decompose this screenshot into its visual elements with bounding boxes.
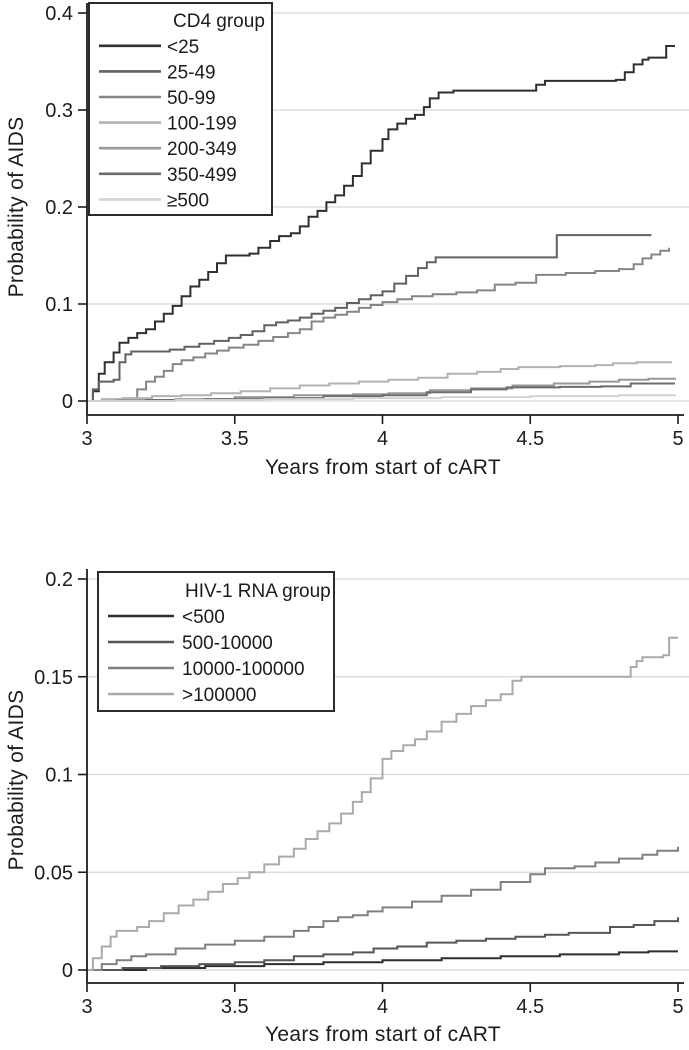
y-tick-label: 0.2 [45,569,73,591]
series-line-25 [87,45,675,402]
y-tick-label: 0 [62,391,73,413]
legend-item-label: 200-349 [167,139,237,160]
series-line-100-199 [87,361,673,402]
legend-item: 500-10000 [108,633,273,654]
legend: HIV-1 RNA group <500 500-10000 10000-100000… [97,571,335,712]
y-axis-title: Probability of AIDS [5,117,28,298]
legend: CD4 group <25 25-49 50-99 100-199 200-349 350-… [88,2,273,216]
hiv1-rna-chart-canvas: 0 0.05 0.1 0.15 0.2 3 3.5 4 4.5 5 HIV-1 RNA group <… [5,569,689,1046]
x-tick-label: 4.5 [516,428,544,450]
cd4-group-chart: 0 0.1 0.2 0.3 0.4 3 3.5 4 4.5 5 CD4 group <25 25-49 5… [5,2,689,479]
legend-item-label: 50-99 [167,88,216,109]
legend-item: <500 [108,607,225,628]
x-axis-title: Years from start of cART [265,456,501,479]
series-line-25-49 [87,234,652,402]
x-axis-title: Years from start of cART [265,1023,501,1046]
x-tick-label: 4 [377,996,388,1018]
x-tick-label: 3.5 [221,996,249,1018]
legend-item: ≥500 [99,190,209,211]
legend-item: 350-499 [99,165,237,186]
y-axis-title: Probability of AIDS [5,690,28,871]
series-line-500 [87,394,676,402]
legend-item: <25 [99,37,199,58]
x-tick-label: 3 [81,996,92,1018]
y-tick-label: 0.3 [45,100,73,122]
series-line-10000-100000 [87,846,679,971]
y-tick-label: 0.15 [34,667,73,689]
legend-item: 50-99 [99,88,216,109]
x-tick-label: 4.5 [516,996,544,1018]
y-tick-label: 0.2 [45,197,73,219]
y-tick-label: 0.1 [45,294,73,316]
legend-title: CD4 group [173,11,265,32]
series-line-500-10000 [87,917,679,971]
x-tick-label: 5 [672,996,683,1018]
y-tick-label: 0.1 [45,765,73,787]
legend-item-label: >100000 [182,685,257,706]
legend-item: 25-49 [99,62,216,83]
x-tick-label: 4 [377,428,388,450]
hiv1-rna-group-chart: 0 0.05 0.1 0.15 0.2 3 3.5 4 4.5 5 HIV-1 RNA group <… [0,525,689,1050]
legend-item-label: 100-199 [167,114,237,135]
legend-item: >100000 [108,685,257,706]
legend-item-label: <500 [182,607,225,628]
cd4-chart-canvas: 0 0.1 0.2 0.3 0.4 3 3.5 4 4.5 5 CD4 group <25 25-49 5… [5,2,689,479]
x-tick-label: 3 [81,428,92,450]
x-tick-label: 5 [672,428,683,450]
y-tick-label: 0.4 [45,3,73,25]
series-line-50-99 [87,247,671,402]
series-line-100000 [87,636,678,971]
x-tick-label: 3.5 [221,428,249,450]
legend-item: 100-199 [99,114,237,135]
legend-item-label: <25 [167,37,199,58]
legend-item-label: ≥500 [167,190,209,211]
legend-item-label: 25-49 [167,62,216,83]
y-tick-label: 0 [62,960,73,982]
legend-item-label: 350-499 [167,165,237,186]
legend-title: HIV-1 RNA group [185,581,331,602]
legend-item: 10000-100000 [108,659,305,680]
legend-box [88,2,273,216]
legend-item-label: 10000-100000 [182,659,305,680]
y-tick-label: 0.05 [34,862,73,884]
series-line-500 [87,950,678,971]
legend-item: 200-349 [99,139,237,160]
legend-item-label: 500-10000 [182,633,273,654]
